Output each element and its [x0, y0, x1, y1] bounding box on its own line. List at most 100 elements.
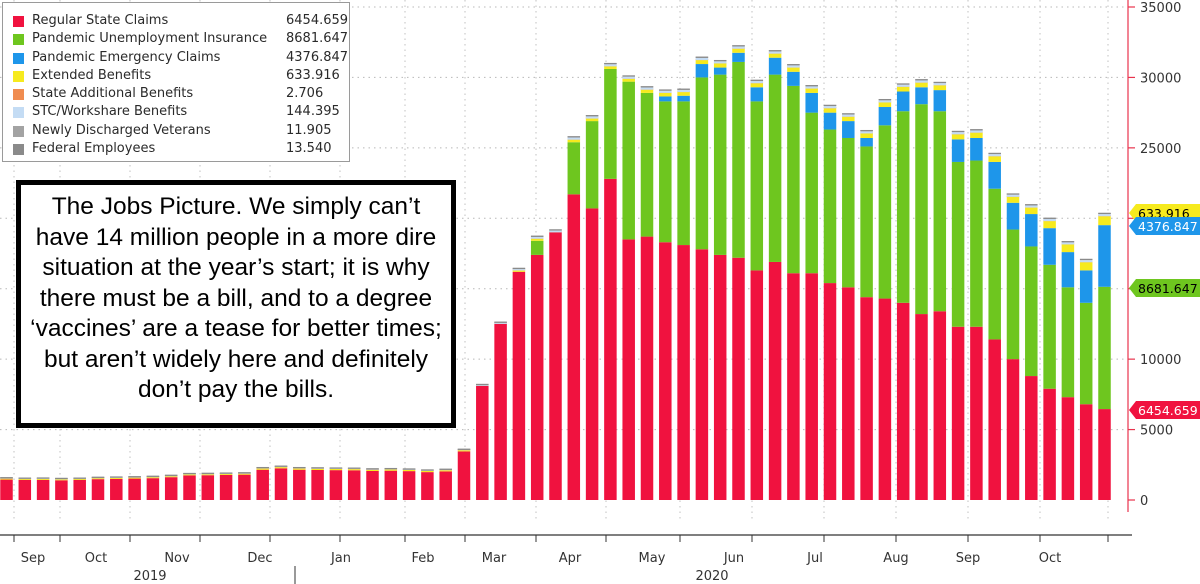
bar-segment [476, 384, 489, 386]
bar-segment [677, 89, 690, 93]
bar-segment [640, 87, 654, 90]
bar-segment [896, 83, 910, 85]
bar-segment [842, 121, 855, 138]
bar-segment [896, 91, 910, 112]
bar-segment [585, 118, 599, 122]
bar-segment [640, 236, 654, 500]
bar-segment [787, 71, 800, 86]
bar-segment [915, 80, 928, 83]
bar-segment [604, 178, 617, 500]
bar-segment [1098, 225, 1111, 287]
bar-segment [695, 249, 709, 500]
bar-segment [402, 468, 416, 470]
legend-swatch [13, 125, 24, 137]
bar-segment [787, 67, 800, 72]
legend-label: Pandemic Unemployment Insurance [32, 31, 268, 47]
bar-segment [805, 273, 818, 500]
bar-segment [293, 466, 306, 469]
bar-segment [1061, 244, 1075, 253]
bar-segment [1006, 196, 1020, 203]
bar-segment [384, 467, 398, 470]
bar-segment [1079, 270, 1093, 303]
bar-segment [329, 467, 343, 469]
x-tick-label: Sep [21, 551, 46, 566]
bar-segment [55, 479, 68, 481]
bar-segment [860, 133, 873, 138]
bar-segment [1061, 242, 1075, 245]
bar-segment [567, 194, 581, 500]
bar-segment [512, 270, 526, 272]
bar-segment [915, 87, 928, 105]
bar-segment [823, 112, 837, 130]
tag-label: 6454.659 [1138, 403, 1198, 418]
bar-segment [91, 476, 105, 478]
last-value-tag: 6454.659 [1129, 401, 1200, 419]
bar-segment [768, 51, 782, 54]
last-value-tag: 8681.647 [1129, 279, 1200, 297]
bar-segment [787, 65, 800, 68]
bar-segment [659, 92, 672, 97]
bar-segment [933, 111, 947, 312]
bar-segment [1079, 404, 1093, 500]
legend-swatch [13, 70, 24, 82]
annotation-box: The Jobs Picture. We simply can’t have 1… [16, 180, 456, 428]
bar-segment [933, 85, 947, 91]
bar-segment [128, 476, 141, 478]
legend-label: Pandemic Emergency Claims [32, 49, 221, 65]
legend-item-pandemic-emergency-claims: Pandemic Emergency Claims 4376.847 [3, 49, 349, 67]
bar-segment [622, 239, 635, 500]
bar-segment [896, 111, 910, 303]
bar-segment [988, 161, 1001, 189]
x-tick-label: Mar [482, 551, 507, 566]
bar-segment [1098, 214, 1111, 217]
bar-segment [915, 314, 928, 500]
bar-segment [750, 87, 764, 102]
bar-segment [896, 302, 910, 500]
bar-segment [347, 469, 361, 471]
bar-segment [164, 475, 178, 478]
bar-segment [256, 466, 269, 469]
bar-segment [201, 472, 215, 474]
x-tick-label: Dec [247, 551, 272, 566]
legend-item-regular-state-claims: Regular State Claims 6454.659 [3, 12, 349, 30]
legend: Regular State Claims 6454.659 Pandemic U… [2, 2, 350, 162]
bar-segment [585, 208, 599, 500]
bar-segment [842, 138, 855, 288]
bar-segment [238, 472, 251, 474]
bar-segment [164, 474, 178, 476]
bar-segment [713, 67, 727, 75]
bar-segment [933, 83, 947, 86]
bar-segment [1098, 286, 1111, 410]
bar-segment [951, 130, 965, 133]
x-year-label: 2020 [695, 569, 728, 584]
bar-segment [1043, 221, 1056, 229]
bar-segment [256, 469, 269, 500]
bar-segment [128, 478, 141, 500]
bar-segment [1043, 264, 1056, 389]
legend-value: 633.916 [286, 67, 340, 83]
bar-segment [549, 230, 562, 233]
bar-segment [933, 311, 947, 500]
bar-segment [622, 81, 635, 240]
bar-segment [530, 240, 544, 255]
bar-segment [750, 83, 764, 88]
legend-label: Regular State Claims [32, 13, 169, 28]
legend-item-state-additional-benefits: State Additional Benefits 2.706 [3, 85, 349, 103]
bar-segment [183, 475, 196, 500]
bar-segment [970, 326, 983, 500]
bar-segment [640, 86, 654, 88]
bar-segment [732, 46, 745, 49]
legend-label: State Additional Benefits [32, 86, 194, 102]
bar-segment [402, 471, 416, 500]
bar-segment [91, 477, 105, 480]
x-tick-label: Jul [806, 551, 823, 566]
tag-label: 4376.847 [1138, 219, 1198, 234]
bar-segment [732, 257, 745, 500]
legend-swatch [13, 89, 24, 101]
bar-segment [36, 479, 50, 500]
legend-value: 11.905 [286, 122, 332, 138]
bar-segment [823, 283, 837, 500]
bar-segment [677, 101, 690, 246]
bar-segment [476, 385, 489, 500]
